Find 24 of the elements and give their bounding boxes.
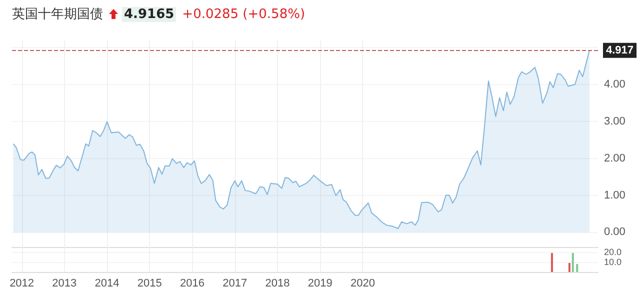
y-tick-label: 3.00 <box>604 115 626 128</box>
y-tick-label: 10.0 <box>604 257 622 267</box>
chart-title: 英国十年期国债 <box>12 6 103 23</box>
y-tick-label: 4.00 <box>604 78 626 90</box>
bar <box>572 253 574 272</box>
x-tick-label: 2019 <box>308 278 332 290</box>
y-tick-label: 2.00 <box>604 152 626 164</box>
x-tick-label: 2016 <box>180 278 205 290</box>
ref-line-label: 4.917 <box>606 44 634 56</box>
x-tick-label: 2017 <box>222 278 248 290</box>
bar <box>576 264 578 272</box>
bar <box>568 263 570 272</box>
x-tick-label: 2020 <box>350 278 375 290</box>
y-tick-label: 0.00 <box>604 226 626 238</box>
text: +0.0285 (+0.58%) <box>182 6 306 22</box>
x-tick-label: 2012 <box>10 278 34 290</box>
x-tick-label: 2014 <box>94 278 120 290</box>
text: 4.9165 <box>122 6 176 22</box>
bar <box>550 253 553 272</box>
x-tick-label: 2015 <box>137 278 162 290</box>
x-tick-label: 2018 <box>265 278 290 290</box>
x-tick-label: 2013 <box>52 278 77 290</box>
y-tick-label: 1.00 <box>604 189 626 202</box>
y-tick-label: 20.0 <box>604 247 622 257</box>
